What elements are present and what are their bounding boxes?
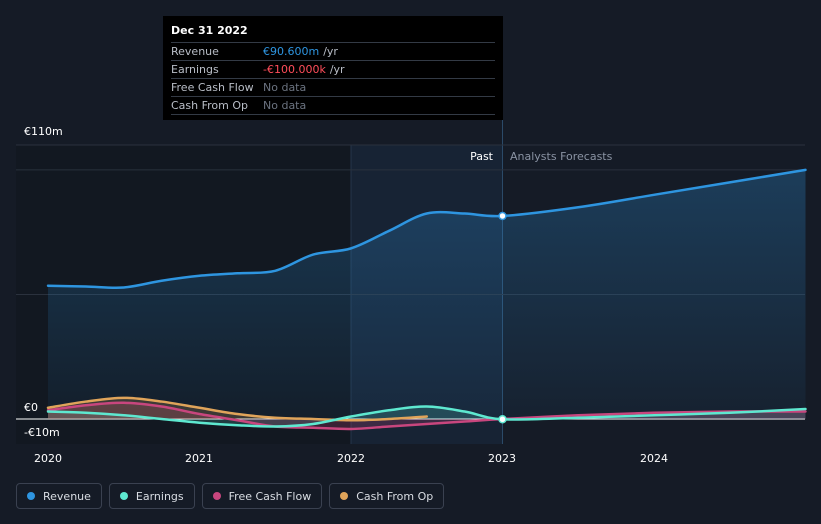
legend-dot-icon [119,492,128,500]
tooltip-value: -€100.000k [263,63,326,76]
legend-label: Cash From Op [356,489,434,503]
legend-dot-icon [27,492,35,500]
series-line-free-cash-flow [46,401,807,431]
tooltip-label: Cash From Op [171,99,249,112]
legend-label: Free Cash Flow [228,489,312,503]
y-tick-label: €110m [24,125,63,138]
series-line-earnings [46,405,807,428]
y-tick-label: €0 [24,401,38,414]
legend-label: Earnings [135,489,184,503]
series-line-revenue [46,168,807,290]
tooltip-unit: /yr [329,63,345,76]
legend-dot-icon [212,492,221,500]
tooltip-row-cash-from-op: Cash From Op No data [171,97,495,115]
y-tick-label: -€10m [24,426,60,439]
earnings-hover-marker [498,414,507,424]
tooltip-date: Dec 31 2022 [171,24,495,43]
legend-item-earnings[interactable]: Earnings [108,483,195,509]
series-lines [46,168,807,431]
tooltip-row-earnings: Earnings -€100.000k /yr [171,61,495,79]
past-zone-label: Past [470,150,493,163]
tooltip-value: No data [263,81,307,94]
revenue-hover-marker [498,211,507,221]
tooltip-unit: /yr [323,45,338,58]
chart-legend: Revenue Earnings Free Cash Flow Cash Fro… [16,483,445,509]
tooltip-row-free-cash-flow: Free Cash Flow No data [171,79,495,97]
tooltip-row-revenue: Revenue €90.600m /yr [171,43,495,61]
legend-dot-icon [340,492,349,500]
tooltip-value: No data [263,99,307,112]
x-tick-label: 2022 [337,452,365,465]
tooltip-label: Free Cash Flow [171,81,254,94]
x-tick-label: 2023 [488,452,516,465]
data-tooltip: Dec 31 2022 Revenue €90.600m /yr Earning… [163,16,503,120]
x-tick-label: 2024 [640,452,668,465]
tooltip-value: €90.600m [263,45,320,58]
x-tick-label: 2021 [185,452,213,465]
tooltip-label: Earnings [171,63,219,76]
forecast-zone-label: Analysts Forecasts [510,150,613,163]
legend-label: Revenue [43,489,91,503]
tooltip-label: Revenue [171,45,219,58]
legend-item-revenue[interactable]: Revenue [16,483,102,509]
x-tick-label: 2020 [34,452,62,465]
hover-markers [498,211,507,424]
legend-item-cash-from-op[interactable]: Cash From Op [329,483,445,509]
revenue-area [48,169,806,419]
legend-item-free-cash-flow[interactable]: Free Cash Flow [201,483,323,509]
series-line-cash-from-op [46,396,428,422]
